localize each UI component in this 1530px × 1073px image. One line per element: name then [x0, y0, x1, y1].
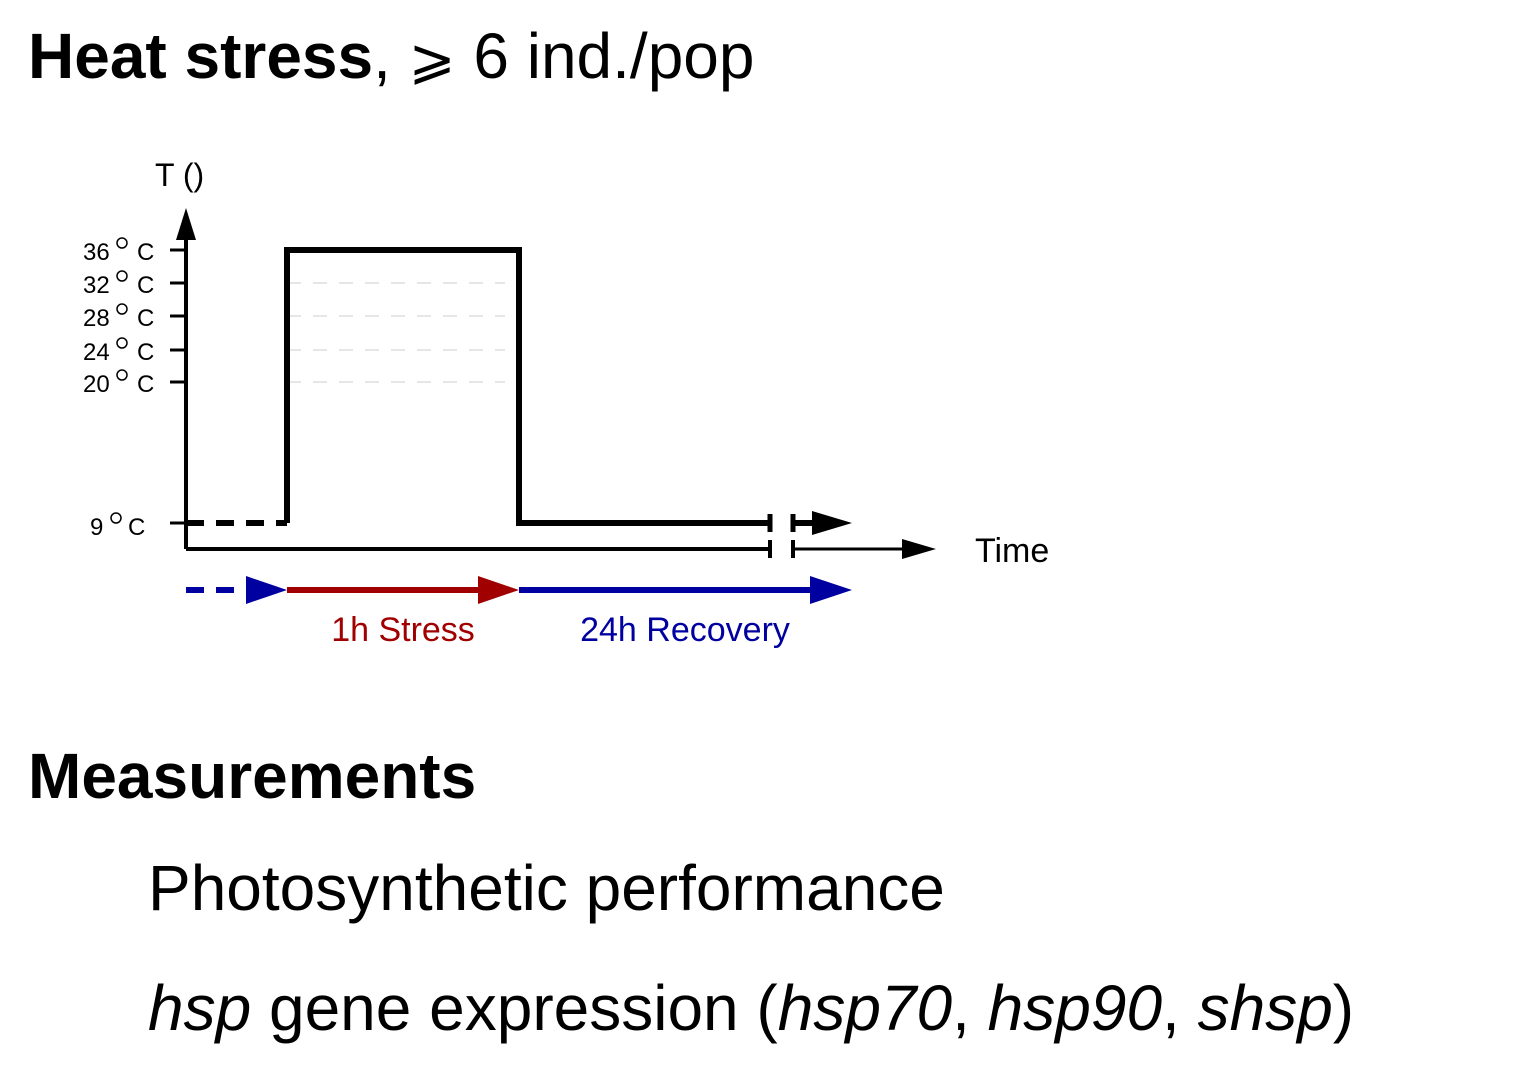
temperature-guide-lines [287, 282, 505, 383]
stress-pulse-line [284, 247, 770, 526]
tick-label-28-unit: C [137, 305, 154, 332]
tick-label-32-num: 32 [83, 272, 110, 299]
gene-separator: , [1162, 972, 1198, 1044]
degree-symbol-icon [110, 512, 122, 524]
recovery-phase-arrowhead [810, 576, 852, 604]
measurement-gene-expression: hsp gene expression (hsp70, hsp90, shsp) [148, 968, 1354, 1048]
degree-symbol-icon [116, 303, 128, 315]
pre-phase-arrowhead [246, 576, 287, 604]
gene-separator: , [952, 972, 988, 1044]
degree-symbol-icon [116, 369, 128, 381]
tick-label-9-num: 9 [90, 514, 103, 541]
tick-label-9-unit: C [128, 514, 145, 541]
title-heat-stress: Heat stress [28, 20, 374, 92]
tick-label-28-num: 28 [83, 305, 110, 332]
title-geq-symbol: ⩾ [408, 27, 456, 92]
y-axis-arrowhead [176, 208, 196, 240]
tick-label-20-unit: C [137, 371, 154, 398]
phase-arrows [186, 576, 852, 604]
degree-symbol-icon [116, 337, 128, 349]
x-axis-arrowhead [902, 539, 936, 559]
title-sample-size: 6 ind./pop [473, 20, 755, 92]
tick-label-36-unit: C [137, 239, 154, 266]
slide-title: Heat stress, ⩾ 6 ind./pop [28, 16, 754, 100]
stress-phase-label: 1h Stress [331, 611, 475, 649]
measurements-heading: Measurements [28, 740, 477, 812]
degree-symbol-icon [116, 270, 128, 282]
gene-close-paren: ) [1332, 972, 1355, 1044]
measurement-photosynthesis: Photosynthetic performance [148, 852, 945, 924]
y-tick-labels: 36 C 32 C 28 C 24 C 20 C 9 C [83, 237, 154, 541]
degree-symbol-icon [116, 237, 128, 249]
title-comma: , [373, 20, 391, 92]
gene-hsp70: hsp70 [777, 972, 953, 1044]
gene-hsp90: hsp90 [987, 972, 1163, 1044]
recovery-phase-label: 24h Recovery [580, 611, 790, 649]
gene-expression-text: gene expression ( [251, 972, 778, 1044]
stress-phase-arrowhead [478, 576, 519, 604]
y-axis-label: T () [155, 157, 204, 193]
y-axis-ticks [170, 248, 186, 525]
temperature-profile [186, 247, 852, 535]
x-axis-label: Time [975, 532, 1049, 570]
tick-label-36-num: 36 [83, 239, 110, 266]
tick-label-24-num: 24 [83, 339, 110, 366]
gene-shsp: shsp [1197, 972, 1333, 1044]
tick-label-20-num: 20 [83, 371, 110, 398]
profile-arrowhead [812, 511, 852, 535]
gene-hsp: hsp [148, 972, 252, 1044]
tick-label-24-unit: C [137, 339, 154, 366]
x-axis [186, 539, 936, 559]
tick-label-32-unit: C [137, 272, 154, 299]
